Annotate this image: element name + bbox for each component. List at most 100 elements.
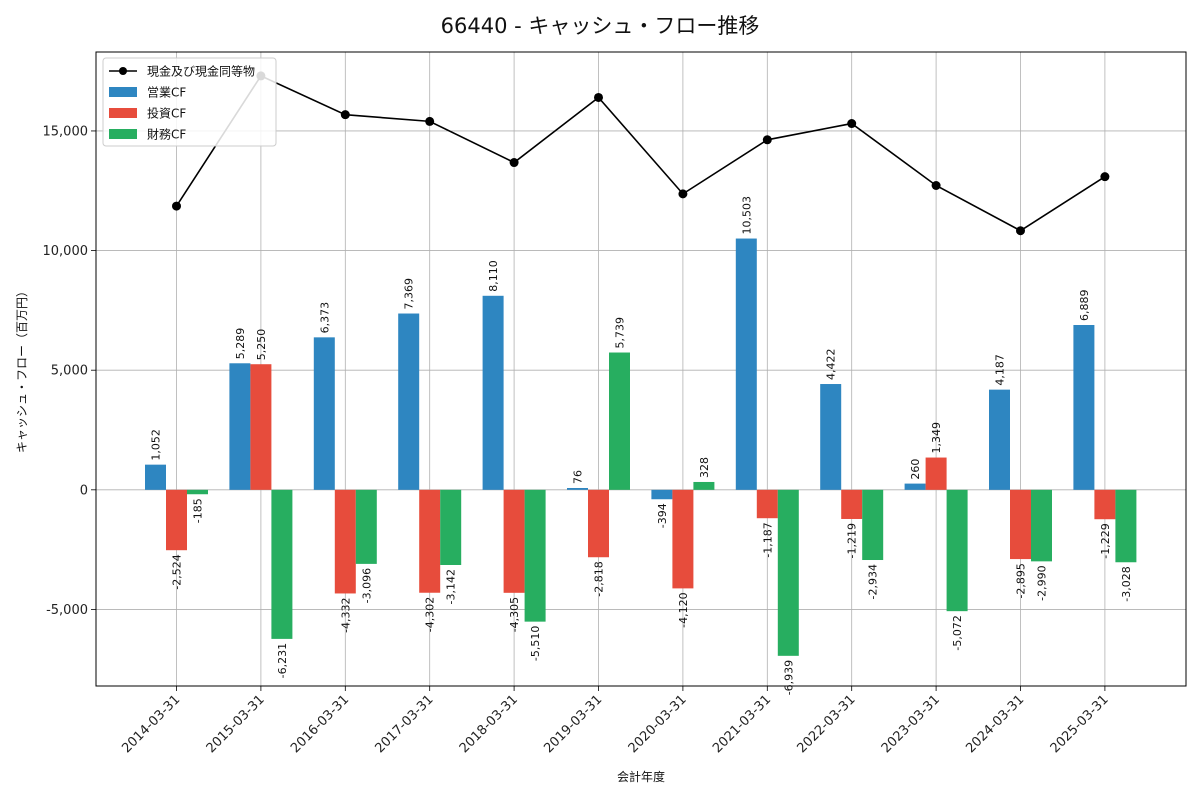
bar-3-財務CF (777, 489, 799, 656)
cash-line-point (340, 110, 350, 120)
bar-value-label: 10,503 (740, 196, 753, 235)
legend-box (102, 57, 277, 147)
bar-marks (145, 238, 1137, 656)
bar-3-財務CF (946, 489, 968, 612)
x-axis-label: 会計年度 (617, 769, 665, 784)
x-tick-label: 2023-03-31 (879, 692, 943, 756)
cash-line-point (594, 92, 603, 102)
bar-1-営業CF (229, 363, 251, 490)
bar-3-財務CF (271, 489, 293, 639)
bar-value-label: 4,422 (825, 349, 838, 381)
bar-value-label: -2,934 (867, 564, 880, 599)
bar-value-label: -394 (656, 503, 669, 528)
y-tick-label: 0 (80, 483, 88, 498)
bar-1-営業CF (904, 483, 926, 490)
y-tick-label: 15,000 (43, 124, 89, 139)
bar-value-label: -1,229 (1099, 523, 1112, 558)
bar-value-label: -6,939 (782, 660, 795, 695)
x-tick-label: 2021-03-31 (710, 692, 774, 756)
y-tick-label: 10,000 (43, 244, 89, 259)
bar-2-投資CF (503, 489, 525, 593)
bar-value-label: 6,889 (1078, 290, 1091, 322)
cash-line (172, 71, 1110, 236)
x-tick-label: 2016-03-31 (288, 692, 352, 756)
bar-3-財務CF (355, 489, 377, 564)
bar-value-label: -4,120 (677, 592, 690, 627)
bar-2-投資CF (1010, 489, 1031, 560)
x-tick-label: 2019-03-31 (541, 692, 605, 756)
bar-value-label: -1,219 (846, 523, 859, 558)
y-axis-ticks: -5,000 0 5,000 10,000 15,000 (43, 124, 96, 618)
bar-value-label: 8,110 (487, 260, 500, 292)
legend-marker (119, 67, 127, 75)
bar-value-label: -2,818 (593, 561, 606, 596)
bar-value-label: 4,187 (994, 354, 1007, 386)
legend-label: 現金及び現金同等物 (147, 64, 255, 79)
x-tick-label: 2022-03-31 (794, 692, 858, 756)
bar-1-営業CF (735, 238, 757, 490)
cash-line-point (931, 180, 941, 190)
bar-2-投資CF (419, 489, 441, 593)
bar-value-label: 328 (698, 457, 711, 478)
bar-value-label: -3,028 (1120, 566, 1133, 601)
y-tick-label: -5,000 (46, 603, 88, 618)
bar-3-財務CF (862, 489, 884, 561)
legend-label: 財務CF (147, 127, 186, 142)
bar-3-財務CF (524, 489, 546, 622)
bar-3-財務CF (609, 352, 630, 490)
cash-line-point (425, 116, 435, 126)
legend-label: 投資CF (147, 106, 186, 121)
chart-title: 66440 - キャッシュ・フロー推移 (441, 14, 760, 38)
cash-line-point (847, 119, 857, 129)
legend-swatch (109, 87, 137, 97)
bar-1-営業CF (482, 295, 504, 490)
bar-value-label: -5,072 (951, 615, 964, 650)
bar-value-label: 260 (909, 459, 922, 480)
x-tick-label: 2014-03-31 (119, 692, 183, 756)
cash-line-point (678, 189, 688, 199)
bar-1-営業CF (1073, 325, 1095, 490)
bar-1-営業CF (820, 384, 842, 490)
bar-value-label: 5,289 (234, 328, 247, 360)
bar-3-財務CF (1115, 489, 1137, 563)
bar-value-label: -2,895 (1015, 563, 1028, 598)
bar-value-label: -4,302 (424, 597, 437, 632)
bar-value-label: -3,142 (445, 569, 458, 604)
cash-line-point (509, 158, 519, 168)
legend-swatch (109, 129, 137, 139)
bar-2-投資CF (925, 457, 947, 490)
bar-2-投資CF (672, 489, 694, 589)
bar-value-label: -6,231 (276, 643, 289, 678)
x-tick-label: 2024-03-31 (963, 692, 1027, 756)
bar-3-財務CF (1031, 489, 1052, 562)
bar-value-label: 5,250 (255, 329, 268, 361)
bar-1-営業CF (989, 389, 1010, 490)
bar-2-投資CF (334, 489, 356, 594)
x-tick-label: 2020-03-31 (626, 692, 690, 756)
x-tick-label: 2025-03-31 (1048, 692, 1112, 756)
bar-value-label: 76 (572, 470, 585, 484)
bar-value-label: 5,739 (614, 317, 627, 349)
y-axis-label: キャッシュ・フロー（百万円） (15, 285, 29, 453)
x-axis-ticks: 2014-03-31 2015-03-31 2016-03-31 2017-03-31… (119, 686, 1112, 756)
bar-1-営業CF (145, 464, 166, 490)
bar-2-投資CF (250, 364, 272, 490)
bar-value-label: -4,305 (508, 597, 521, 632)
x-tick-label: 2017-03-31 (372, 692, 436, 756)
cash-line-point (172, 201, 181, 211)
bar-1-営業CF (651, 489, 673, 500)
bar-value-label: -3,096 (360, 568, 373, 603)
x-tick-label: 2018-03-31 (457, 692, 521, 756)
bar-value-label: -1,187 (761, 522, 774, 557)
bar-value-label: 7,369 (403, 278, 416, 310)
bar-value-labels: 1,052 5,289 6,373 7,369 8,110 76 -394 10,503 4,4… (150, 196, 1133, 695)
bar-3-財務CF (187, 489, 208, 495)
bar-1-営業CF (313, 337, 335, 490)
bar-2-投資CF (841, 489, 863, 519)
bar-value-label: -5,510 (529, 626, 542, 661)
bar-2-投資CF (166, 489, 187, 551)
grid-lines (96, 52, 1186, 686)
bar-2-投資CF (756, 489, 778, 519)
